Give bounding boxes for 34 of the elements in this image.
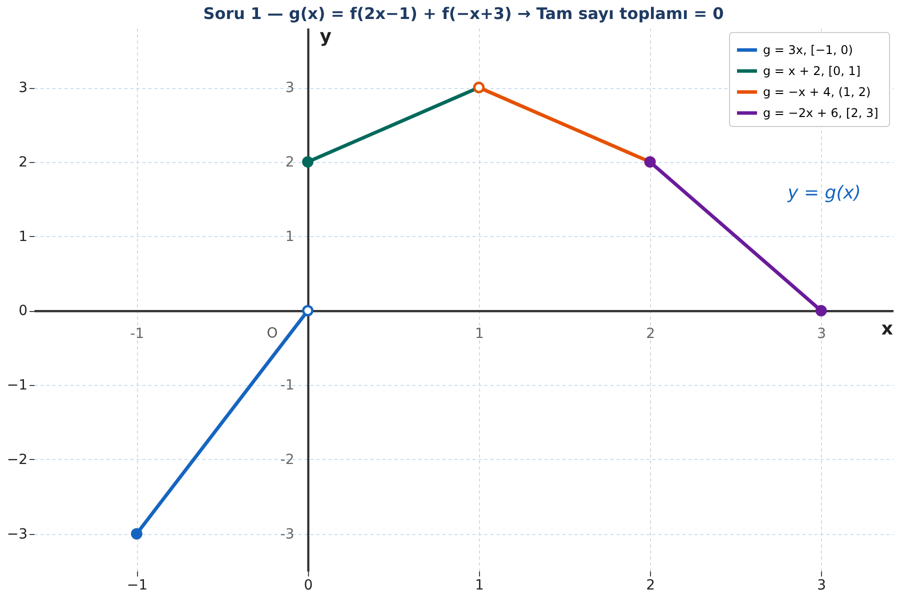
x2-tick-label: 2 (646, 326, 655, 342)
x2-tick-label: -1 (130, 326, 144, 342)
legend-label: g = x + 2, [0, 1] (763, 64, 861, 78)
y-tick-label: −3 (6, 526, 28, 542)
x2-axis-title: x (881, 318, 894, 340)
y2-tick-label: -1 (280, 378, 294, 394)
y-tick-label: 2 (18, 154, 28, 170)
y-tick-label: 3 (18, 80, 28, 96)
y2-axis-title: y (320, 26, 332, 47)
legend-label: g = 3x, [−1, 0) (763, 43, 853, 57)
y-tick-label: −2 (6, 452, 28, 468)
x-tick-label: −1 (126, 578, 148, 594)
legend-label: g = −x + 4, (1, 2) (763, 85, 871, 99)
point (815, 304, 827, 316)
legend-label: g = −2x + 6, [2, 3] (763, 106, 878, 120)
y2-tick-label: 1 (285, 228, 294, 245)
x-tick-label: 2 (646, 578, 655, 594)
x-tick-label: 1 (474, 578, 484, 594)
y2-tick-label: -2 (280, 452, 294, 468)
x2-tick-label: 3 (817, 326, 826, 342)
point (302, 156, 314, 168)
y2-tick-label: 2 (285, 154, 294, 170)
y-tick-label: −1 (6, 378, 28, 394)
annotation: O (266, 326, 278, 342)
point (130, 528, 142, 540)
y2-tick-label: -3 (280, 526, 294, 542)
x-tick-label: 0 (304, 578, 313, 594)
y-tick-label: 0 (18, 303, 28, 320)
chart-title: Soru 1 — g(x) = f(2x−1) + f(−x+3) → Tam sayı toplamı = 0 (203, 4, 724, 23)
x-tick-label: 3 (817, 578, 826, 594)
x2-tick-label: 1 (474, 326, 484, 342)
y2-tick-label: 3 (285, 80, 294, 96)
y-tick-label: 1 (18, 228, 28, 245)
annotation: y = g(x) (786, 182, 861, 204)
